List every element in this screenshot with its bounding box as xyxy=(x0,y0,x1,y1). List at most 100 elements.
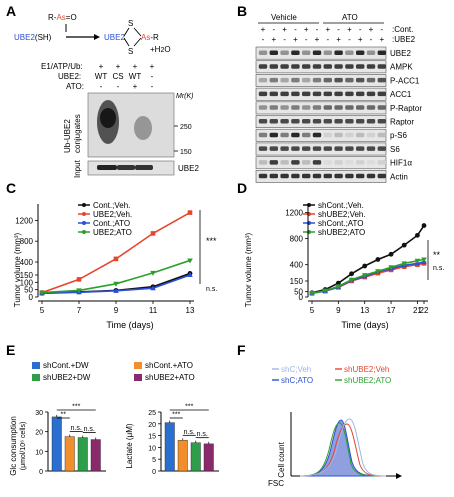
e0-ytick-label-3: 30 xyxy=(35,410,43,417)
d-xtick-label-5: 22 xyxy=(420,306,429,315)
e1-bar-3 xyxy=(203,443,214,472)
input-label: Input xyxy=(73,159,82,178)
blot-band-3-11 xyxy=(377,91,386,97)
c-series-3-line xyxy=(41,259,191,294)
c-ytick-label-5: 800 xyxy=(20,237,34,246)
c-xtick-label-1: 7 xyxy=(77,306,82,315)
blot-band-5-11 xyxy=(377,119,386,124)
blot-band-4-7 xyxy=(334,105,343,110)
e0-sig-label-0: *** xyxy=(72,404,80,411)
blot-band-2-4 xyxy=(302,77,311,83)
blot-band-7-2 xyxy=(280,146,289,151)
d-point-3-9 xyxy=(421,257,427,263)
blot-band-6-4 xyxy=(302,132,311,138)
cont-sign-3: - xyxy=(294,25,297,34)
western-blots: UBE2 AMPK P-ACC1 ACC1 P-Raptor Raptor p-S6 S6 HI… xyxy=(255,46,422,183)
c-legend-label-3: UBE2;ATO xyxy=(93,228,132,237)
blot-label-5: Raptor xyxy=(390,118,414,127)
e0-bar-1 xyxy=(64,436,75,472)
blot-band-0-9 xyxy=(356,50,365,55)
blot-band-2-5 xyxy=(312,77,322,83)
ube2-sign-7: + xyxy=(336,35,341,44)
blot-band-2-9 xyxy=(356,77,365,83)
blot-band-9-5 xyxy=(312,173,322,179)
condition-row3-3: - xyxy=(151,82,154,91)
d-point-3-5 xyxy=(375,269,381,275)
cont-sign-6: + xyxy=(325,25,330,34)
ube2-sign-11: + xyxy=(379,35,384,44)
c-point-1-3 xyxy=(150,231,156,236)
panel-label-d: D xyxy=(237,180,247,196)
reagent-arsenic: As xyxy=(56,13,65,22)
product-arsenic: As xyxy=(141,33,150,42)
condition-row1-1: + xyxy=(116,62,121,71)
c-point-3-2 xyxy=(113,281,119,287)
blot-band-9-0 xyxy=(258,173,268,179)
c-xtick-label-2: 9 xyxy=(114,306,119,315)
condition-table: + + + +WT CS WT -- - + - xyxy=(95,62,155,91)
blot-band-2-8 xyxy=(345,77,354,83)
blot-band-3-7 xyxy=(334,91,343,97)
blot-band-6-8 xyxy=(345,132,354,138)
blot-band-5-6 xyxy=(323,119,332,124)
c-ytick-label-0: 0 xyxy=(29,293,34,302)
blot-band-2-10 xyxy=(366,77,376,83)
panel-b: Vehicle ATO + - + - + - + - + - + -- + - + - + - + - + - + :Co… xyxy=(255,13,422,183)
blot-band-9-8 xyxy=(345,173,354,179)
blot-band-1-4 xyxy=(302,64,311,69)
legend-e: shCont.+DW shCont.+ATO shUBE2+DW shUBE2+ATO xyxy=(32,361,195,382)
blot-band-5-9 xyxy=(356,119,365,124)
c-xtick-label-4: 13 xyxy=(186,306,195,315)
d-point-0-8 xyxy=(415,232,420,238)
ube2-sign-8: - xyxy=(348,35,351,44)
blot-band-7-10 xyxy=(366,146,376,151)
e1-ytick-label-1: 5 xyxy=(152,457,156,464)
f-x-arrowhead xyxy=(396,473,402,479)
reagent-prefix: R- xyxy=(48,13,57,22)
blot-band-0-3 xyxy=(291,50,300,55)
blot-band-9-3 xyxy=(291,173,300,179)
panel-a: R-As=O UBE2(SH) UBE2 S S As-R +H2O E1/AT… xyxy=(14,13,199,178)
d-xtick-label-4: 21 xyxy=(413,306,422,315)
blot-band-5-4 xyxy=(302,119,311,124)
blot-band-9-2 xyxy=(280,173,289,179)
blot-band-5-8 xyxy=(345,119,354,124)
product-ube2: UBE2 xyxy=(104,33,125,42)
blot-band-6-9 xyxy=(356,132,365,138)
d-series-0-line xyxy=(311,225,425,294)
f-ylabel: Cell count xyxy=(277,441,286,477)
e-legend-label-1: shCont.+ATO xyxy=(145,361,193,370)
blot-band-0-4 xyxy=(302,50,311,55)
blot-band-7-7 xyxy=(334,146,343,151)
c-xlabel: Time (days) xyxy=(106,320,153,330)
condition-row2-3: - xyxy=(151,72,154,81)
e0-sig-label-3: n.s. xyxy=(84,426,95,433)
e1-bar-0 xyxy=(164,422,175,472)
e0-bar-2 xyxy=(77,437,88,472)
blot-band-7-9 xyxy=(356,146,365,151)
ube2-row-label: :UBE2 xyxy=(392,35,416,44)
c-ytick-label-4: 400 xyxy=(20,258,34,267)
panel-label-f: F xyxy=(237,342,246,358)
svg-text:+H2O: +H2O xyxy=(150,45,171,54)
legend-f: shC;Veh shUBE2;Veh shC;ATO shUBE2;ATO xyxy=(272,365,391,385)
row-e1atpub-label: E1/ATP/Ub: xyxy=(41,62,83,71)
ube2-sign-5: + xyxy=(315,35,320,44)
blot-band-5-2 xyxy=(280,119,289,124)
c-legend-marker-1 xyxy=(82,212,86,216)
group-ato: ATO xyxy=(342,13,358,22)
blot-band-6-0 xyxy=(258,132,268,138)
blot-band-3-5 xyxy=(312,91,322,97)
e0-sig-label-2: n.s. xyxy=(71,425,82,432)
cont-sign-8: + xyxy=(347,25,352,34)
blot-band-0-2 xyxy=(280,50,289,55)
e0-bar-0 xyxy=(51,416,62,472)
d-ytick-label-1: 50 xyxy=(294,288,303,297)
d-point-3-1 xyxy=(322,288,328,294)
ube2-sign-1: + xyxy=(271,35,276,44)
histogram-f xyxy=(290,412,402,479)
blot-band-8-0 xyxy=(258,160,268,165)
